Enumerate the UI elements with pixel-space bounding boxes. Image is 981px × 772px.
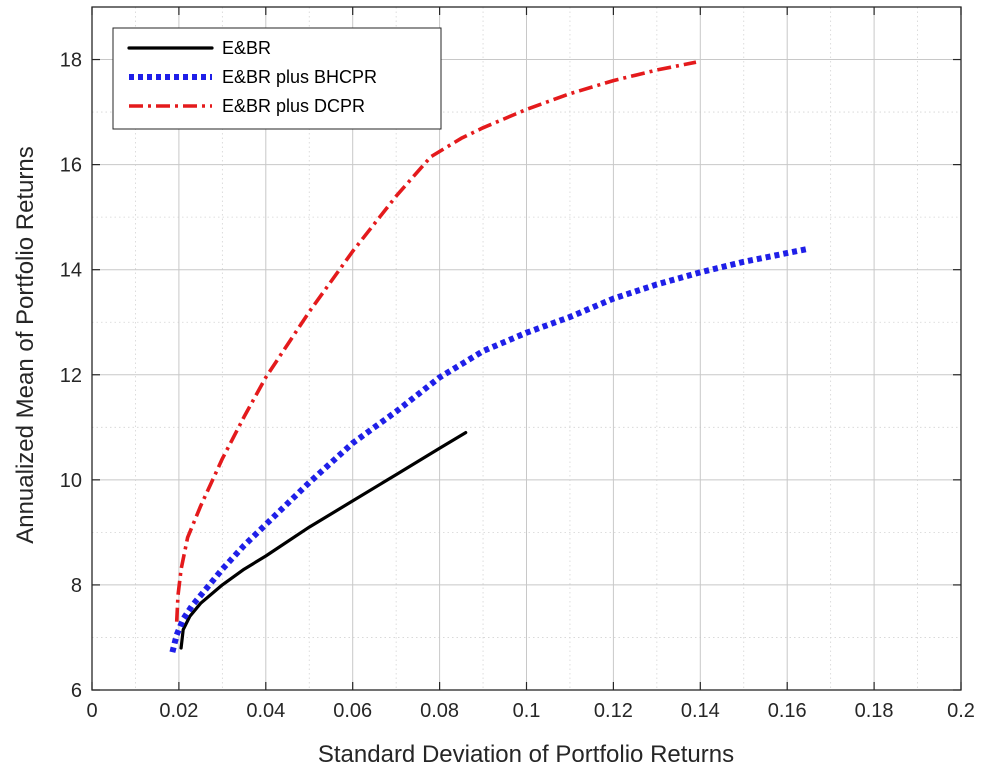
x-tick-label: 0.18: [855, 700, 894, 722]
x-tick-label: 0: [86, 700, 97, 722]
series-line-1: [169, 245, 810, 653]
x-tick-label: 0.02: [159, 700, 198, 722]
y-tick-label: 8: [71, 575, 82, 597]
series-line-0: [179, 431, 468, 650]
y-tick-label: 14: [60, 260, 82, 282]
y-axis-label: Annualized Mean of Portfolio Returns: [12, 146, 39, 544]
x-tick-label: 0.16: [768, 700, 807, 722]
legend-label-0: E&BR: [222, 38, 271, 58]
y-axis-ticks: 6 8 10 12 14 16 18: [60, 50, 961, 702]
x-tick-label: 0.08: [420, 700, 459, 722]
x-tick-label: 0.06: [333, 700, 372, 722]
x-tick-label: 0.14: [681, 700, 720, 722]
x-tick-label: 0.04: [246, 700, 285, 722]
legend-label-2: E&BR plus DCPR: [222, 96, 365, 116]
y-tick-label: 16: [60, 155, 82, 177]
x-tick-label: 0.12: [594, 700, 633, 722]
y-tick-label: 18: [60, 50, 82, 72]
series-layer: [169, 60, 810, 653]
legend-label-1: E&BR plus BHCPR: [222, 67, 377, 87]
series-line-2: [174, 60, 697, 622]
y-tick-label: 6: [71, 680, 82, 702]
x-axis-ticks: 0 0.02 0.04 0.06 0.08 0.1 0.12 0.14 0.16 0.18 0.2: [86, 7, 975, 722]
y-tick-label: 10: [60, 470, 82, 492]
x-tick-label: 0.1: [513, 700, 541, 722]
x-axis-label: Standard Deviation of Portfolio Returns: [318, 741, 734, 768]
x-tick-label: 0.2: [947, 700, 975, 722]
legend: E&BR E&BR plus BHCPR E&BR plus DCPR: [112, 27, 442, 130]
y-tick-label: 12: [60, 365, 82, 387]
